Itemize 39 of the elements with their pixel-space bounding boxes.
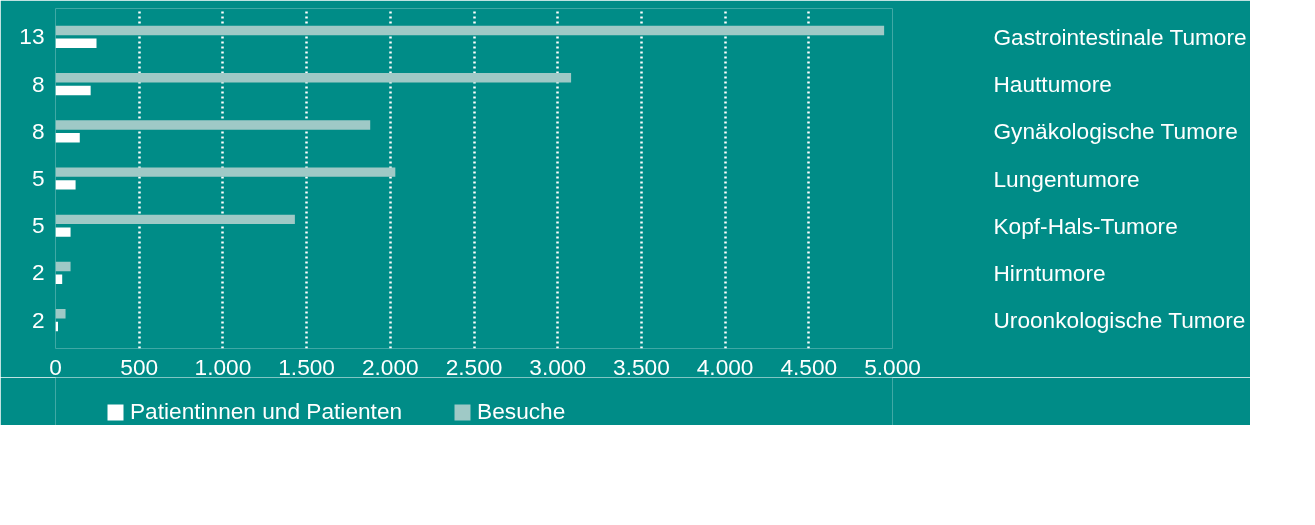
legend-label: Patientinnen und Patienten <box>130 398 403 425</box>
x-tick-label: 5.000 <box>864 353 921 380</box>
x-tick-label: 4.000 <box>696 353 754 380</box>
text: 8 <box>31 70 45 97</box>
x-tick-label: 3.500 <box>613 353 670 380</box>
bar <box>55 214 295 225</box>
bar <box>55 227 71 237</box>
x-tick-label: 3.000 <box>529 353 587 380</box>
y-tick-label: Kopf-Hals-Tumore <box>993 212 1178 239</box>
x-tick-label: 0 <box>49 353 62 380</box>
y-tick-label: Gastrointestinale Tumore <box>993 23 1247 50</box>
y-tick-label: Gynäkologische Tumore <box>993 118 1238 145</box>
y-tick-label: Hirntumore <box>993 259 1106 286</box>
y-tick-label: Hauttumore <box>993 71 1112 98</box>
bar <box>55 167 396 177</box>
text: 5 <box>31 165 45 191</box>
x-tick-label: 2.000 <box>361 353 419 380</box>
x-tick-label: 4.500 <box>780 353 838 380</box>
legend-label: Besuche <box>477 398 566 425</box>
bar <box>55 309 66 319</box>
y-tick-label: Uroonkologische Tumore <box>993 307 1246 334</box>
bar <box>55 261 71 272</box>
bar <box>55 180 76 190</box>
x-tick-label: 2.500 <box>445 353 503 380</box>
text: 5 <box>31 212 45 239</box>
text: 2 <box>31 306 45 333</box>
bar <box>55 38 97 48</box>
x-tick-label: 1.500 <box>278 353 335 380</box>
x-tick-label: 1.000 <box>194 353 252 380</box>
bar <box>55 25 885 36</box>
bar <box>55 132 80 143</box>
bar <box>55 72 572 83</box>
bar <box>55 120 371 130</box>
text: 2 <box>31 259 45 286</box>
text: 8 <box>31 117 45 144</box>
bar <box>55 85 91 96</box>
y-tick-label: Lungentumore <box>993 165 1140 192</box>
x-tick-label: 500 <box>120 353 159 380</box>
text: 13 <box>19 23 45 50</box>
